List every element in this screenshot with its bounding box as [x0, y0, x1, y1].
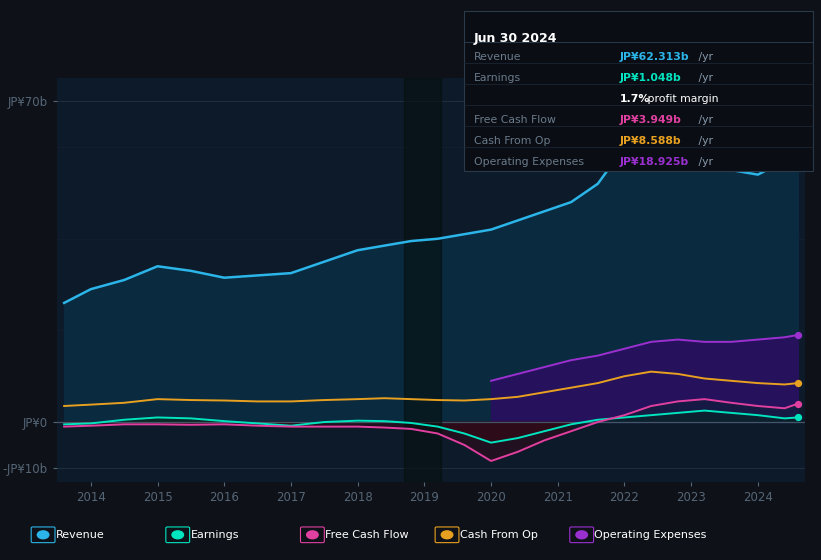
- Text: /yr: /yr: [695, 157, 713, 167]
- Text: /yr: /yr: [695, 115, 713, 125]
- Point: [791, 379, 805, 388]
- Text: JP¥3.949b: JP¥3.949b: [620, 115, 681, 125]
- Bar: [404, 78, 441, 482]
- Text: /yr: /yr: [695, 52, 713, 62]
- Text: Jun 30 2024: Jun 30 2024: [474, 32, 557, 45]
- Text: Operating Expenses: Operating Expenses: [474, 157, 584, 167]
- Text: Free Cash Flow: Free Cash Flow: [325, 530, 409, 540]
- Text: Earnings: Earnings: [474, 73, 521, 83]
- Point: [791, 330, 805, 339]
- Text: profit margin: profit margin: [644, 94, 719, 104]
- Text: Earnings: Earnings: [190, 530, 239, 540]
- Text: JP¥62.313b: JP¥62.313b: [620, 52, 690, 62]
- Point: [791, 413, 805, 422]
- Text: JP¥18.925b: JP¥18.925b: [620, 157, 689, 167]
- Text: /yr: /yr: [695, 136, 713, 146]
- Text: Revenue: Revenue: [56, 530, 104, 540]
- Text: /yr: /yr: [695, 73, 713, 83]
- Text: Cash From Op: Cash From Op: [474, 136, 550, 146]
- Point: [791, 399, 805, 408]
- Text: JP¥1.048b: JP¥1.048b: [620, 73, 681, 83]
- Point: [791, 133, 805, 142]
- Text: Cash From Op: Cash From Op: [460, 530, 538, 540]
- Text: Free Cash Flow: Free Cash Flow: [474, 115, 556, 125]
- Text: Operating Expenses: Operating Expenses: [594, 530, 707, 540]
- Text: JP¥8.588b: JP¥8.588b: [620, 136, 681, 146]
- Text: 1.7%: 1.7%: [620, 94, 650, 104]
- Text: Revenue: Revenue: [474, 52, 521, 62]
